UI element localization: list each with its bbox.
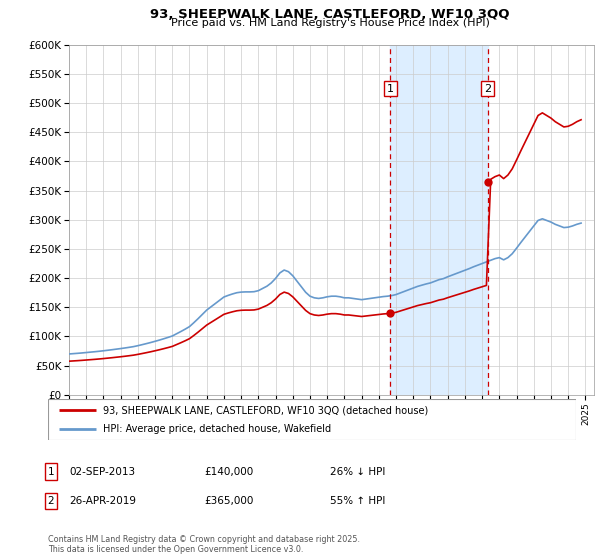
- Text: £365,000: £365,000: [204, 496, 253, 506]
- Text: 2: 2: [484, 83, 491, 94]
- Text: 93, SHEEPWALK LANE, CASTLEFORD, WF10 3QQ: 93, SHEEPWALK LANE, CASTLEFORD, WF10 3QQ: [150, 8, 510, 21]
- Text: 55% ↑ HPI: 55% ↑ HPI: [330, 496, 385, 506]
- Text: 26-APR-2019: 26-APR-2019: [69, 496, 136, 506]
- Text: 2: 2: [47, 496, 55, 506]
- Bar: [391, 45, 488, 395]
- Text: Price paid vs. HM Land Registry's House Price Index (HPI): Price paid vs. HM Land Registry's House …: [170, 18, 490, 29]
- Text: 02-SEP-2013: 02-SEP-2013: [69, 466, 135, 477]
- Text: Contains HM Land Registry data © Crown copyright and database right 2025.
This d: Contains HM Land Registry data © Crown c…: [48, 535, 360, 554]
- Text: 93, SHEEPWALK LANE, CASTLEFORD, WF10 3QQ (detached house): 93, SHEEPWALK LANE, CASTLEFORD, WF10 3QQ…: [103, 405, 428, 415]
- Text: 1: 1: [47, 466, 55, 477]
- Text: £140,000: £140,000: [204, 466, 253, 477]
- Text: HPI: Average price, detached house, Wakefield: HPI: Average price, detached house, Wake…: [103, 424, 332, 433]
- Text: 26% ↓ HPI: 26% ↓ HPI: [330, 466, 385, 477]
- Text: 1: 1: [387, 83, 394, 94]
